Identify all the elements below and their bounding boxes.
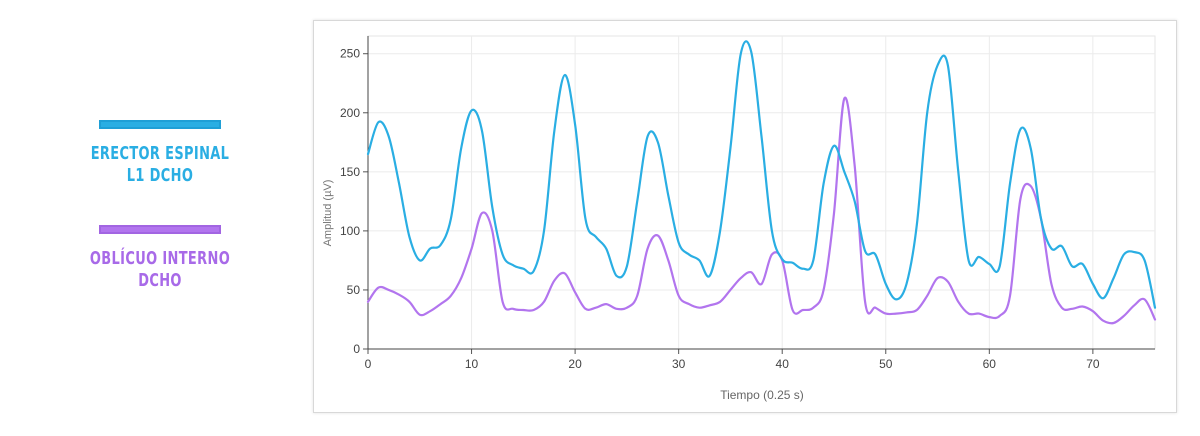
- y-tick-label: 100: [340, 224, 360, 238]
- series-layer: [366, 40, 1157, 325]
- chart-card: 0 10 20 30 40 50 60 70 0 50 100 150 200 250 Tiempo (0…: [313, 20, 1177, 413]
- x-tick-label: 70: [1086, 357, 1100, 371]
- x-tick-label: 0: [365, 357, 372, 371]
- x-tick-label: 50: [879, 357, 893, 371]
- y-tick-label: 200: [340, 106, 360, 120]
- y-tick-label: 50: [347, 283, 361, 297]
- legend-swatch-oblicuo: [99, 225, 221, 234]
- legend-label-erector-line2: L1 DCHO: [126, 165, 194, 186]
- y-tick-label: 0: [353, 342, 360, 356]
- series-line-erector[interactable]: [366, 40, 1157, 309]
- series-line-oblicuo[interactable]: [366, 96, 1157, 325]
- legend-label-oblicuo-line1: OBLÍCUO INTERNO: [89, 248, 231, 269]
- x-tick-label: 20: [568, 357, 582, 371]
- x-tick-label: 30: [672, 357, 686, 371]
- y-axis-label: Amplitud (µV): [322, 180, 334, 247]
- x-tick-label: 60: [983, 357, 997, 371]
- x-tick-label: 10: [465, 357, 479, 371]
- legend-label-erector: ERECTOR ESPINAL L1 DCHO: [63, 143, 257, 187]
- legend-label-erector-line1: ERECTOR ESPINAL: [90, 143, 230, 164]
- legend-label-oblicuo-line2: DCHO: [138, 270, 182, 291]
- legend-swatch-erector: [99, 120, 221, 129]
- legend-label-oblicuo: OBLÍCUO INTERNO DCHO: [63, 248, 257, 292]
- emg-line-chart: 0 10 20 30 40 50 60 70 0 50 100 150 200 250 Tiempo (0…: [322, 35, 1157, 402]
- legend-item-erector[interactable]: ERECTOR ESPINAL L1 DCHO: [60, 120, 260, 187]
- legend-item-oblicuo[interactable]: OBLÍCUO INTERNO DCHO: [60, 225, 260, 292]
- legend: ERECTOR ESPINAL L1 DCHO OBLÍCUO INTERNO …: [60, 120, 260, 292]
- axes: [363, 36, 1155, 354]
- x-axis-label: Tiempo (0.25 s): [720, 388, 804, 402]
- tick-labels: 0 10 20 30 40 50 60 70 0 50 100 150 200 250: [340, 47, 1100, 371]
- y-tick-label: 150: [340, 165, 360, 179]
- x-tick-label: 40: [776, 357, 790, 371]
- y-tick-label: 250: [340, 47, 360, 61]
